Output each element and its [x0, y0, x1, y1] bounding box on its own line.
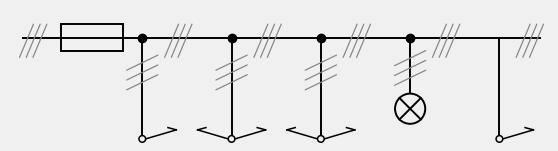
Ellipse shape [139, 136, 146, 142]
Ellipse shape [496, 136, 503, 142]
Ellipse shape [395, 94, 425, 124]
Bar [61, 24, 123, 51]
Ellipse shape [318, 136, 324, 142]
Ellipse shape [228, 136, 235, 142]
